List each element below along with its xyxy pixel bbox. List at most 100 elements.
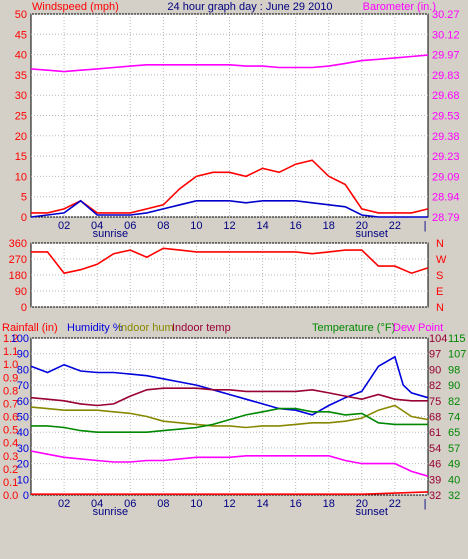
temperature-tick-label: 82 <box>448 396 460 408</box>
indoor-temp-tick-label: 39 <box>429 474 441 486</box>
indoor-temp-tick-label: 68 <box>429 412 441 424</box>
indoor-temp-line <box>30 387 428 407</box>
barometer-tick-label: 29.97 <box>432 50 460 62</box>
temperature-tick-label: 57 <box>448 443 460 455</box>
windspeed-tick-label: 5 <box>21 192 27 204</box>
temperature-tick-label: 74 <box>448 412 460 424</box>
temp-hum-x-tick-label: 22 <box>389 498 401 510</box>
barometer-tick-label: 30.12 <box>432 29 460 41</box>
temp-hum-x-tick-label: 08 <box>157 498 169 510</box>
barometer-axis-label: Barometer (in.) <box>363 1 436 13</box>
indoor-temp-tick-label: 32 <box>429 490 441 502</box>
windspeed-tick-label: 40 <box>15 50 27 62</box>
indoor-temp-tick-label: 104 <box>429 333 447 345</box>
temp-hum-x-tick-label: 16 <box>290 498 302 510</box>
barometer-line <box>30 54 429 73</box>
windspeed-tick-label: 0 <box>21 212 27 224</box>
rainfall-tick-label: 0.9 <box>3 372 18 384</box>
temperature-tick-label: 65 <box>448 427 460 439</box>
indoor-temp-tick-label: 90 <box>429 364 441 376</box>
rainfall-tick-label: 1.1 <box>3 346 18 358</box>
indoor-temp-tick-label: 54 <box>429 443 441 455</box>
humidity-tick-label: 100 <box>11 333 29 345</box>
humidity-tick-label: 0 <box>23 490 29 502</box>
temp-hum-x-tick-label: 14 <box>256 498 268 510</box>
windspeed-tick-label: 45 <box>15 29 27 41</box>
humidity-tick-label: 80 <box>17 364 29 376</box>
rainfall-tick-label: 0.5 <box>3 425 18 437</box>
windspeed-tick-label: 20 <box>15 131 27 143</box>
wind-baro-sunset-label: sunset <box>356 228 388 240</box>
indoor-temp-tick-label: 75 <box>429 396 441 408</box>
temperature-tick-label: 115 <box>448 333 466 345</box>
compass-tick-label: S <box>436 270 443 282</box>
rainfall-axis-label: Rainfall (in) <box>2 322 58 334</box>
indoor-temp-tick-label: 82 <box>429 380 441 392</box>
rainfall-tick-label: 1.2 <box>3 333 18 345</box>
temp-hum-x-tick-label: 18 <box>323 498 335 510</box>
windspeed-tick-label: 10 <box>15 171 27 183</box>
barometer-tick-label: 28.94 <box>432 192 460 204</box>
wind-direction-line <box>31 247 429 275</box>
wind-baro-x-tick-label: 14 <box>256 220 268 232</box>
rainfall-tick-label: 0.0 <box>3 490 18 502</box>
barometer-tick-label: 29.53 <box>432 111 460 123</box>
rainfall-tick-label: 1.0 <box>3 359 18 371</box>
rainfall-tick-label: 0.8 <box>3 385 18 397</box>
rainfall-tick-label: 0.1 <box>3 477 18 489</box>
wind-baro-sunrise-label: sunrise <box>93 228 128 240</box>
windspeed-tick-label: 30 <box>15 90 27 102</box>
wind-direction-tick-label: 270 <box>9 254 27 266</box>
wind-baro-x-tick-label: 04 <box>91 220 103 232</box>
rainfall-line <box>31 491 429 496</box>
indoor-temp-tick-label: 97 <box>429 349 441 361</box>
temp-hum-x-tick-label: 12 <box>223 498 235 510</box>
humidity-tick-label: 10 <box>17 474 29 486</box>
wind-baro-x-tick-label: 16 <box>290 220 302 232</box>
rainfall-tick-label: 0.4 <box>3 438 18 450</box>
barometer-tick-label: 28.79 <box>432 212 460 224</box>
barometer-tick-label: 29.38 <box>432 131 460 143</box>
temp-hum-x-end-tick: | <box>424 498 427 510</box>
chart-title: 24 hour graph day : June 29 2010 <box>167 1 332 13</box>
temperature-axis-label: Temperature (°F) <box>312 322 395 334</box>
indoor-temp-tick-label: 61 <box>429 427 441 439</box>
indoor-temp-axis-label: Indoor temp <box>172 322 231 334</box>
temp-hum-x-tick-label: 06 <box>124 498 136 510</box>
dew-point-axis-label: Dew Point <box>393 322 443 334</box>
temperature-tick-label: 90 <box>448 380 460 392</box>
indoor-hum-line <box>30 404 429 429</box>
indoor-hum-axis-label: Indoor hum <box>118 322 174 334</box>
compass-tick-label: E <box>436 286 443 298</box>
temp-hum-x-tick-label: 10 <box>190 498 202 510</box>
humidity-tick-label: 60 <box>17 396 29 408</box>
temperature-tick-label: 107 <box>448 349 466 361</box>
humidity-tick-label: 50 <box>17 412 29 424</box>
windspeed-tick-label: 35 <box>15 70 27 82</box>
barometer-tick-label: 30.27 <box>432 9 460 21</box>
windspeed-tick-label: 50 <box>15 9 27 21</box>
temperature-line <box>31 407 428 434</box>
compass-tick-label: N <box>436 238 444 250</box>
temp-hum-sunrise-label: sunrise <box>93 506 128 518</box>
wind-baro-x-tick-label: 06 <box>124 220 136 232</box>
wind-baro-x-tick-label: 22 <box>389 220 401 232</box>
wind-baro-x-tick-label: 08 <box>157 220 169 232</box>
windspeed-tick-label: 15 <box>15 151 27 163</box>
rainfall-tick-label: 0.7 <box>3 398 18 410</box>
compass-tick-label: N <box>436 302 444 314</box>
rainfall-tick-label: 0.2 <box>3 464 18 476</box>
humidity-tick-label: 90 <box>17 349 29 361</box>
wind-baro-x-tick-label: 10 <box>190 220 202 232</box>
barometer-tick-label: 29.68 <box>432 90 460 102</box>
rainfall-tick-label: 0.3 <box>3 451 18 463</box>
wind-baro-x-tick-label: 12 <box>223 220 235 232</box>
wind-direction-tick-label: 360 <box>9 238 27 250</box>
wind-direction-tick-label: 90 <box>15 286 27 298</box>
humidity-tick-label: 20 <box>17 459 29 471</box>
dew-point-line <box>30 450 429 477</box>
temp-hum-x-tick-label: 04 <box>91 498 103 510</box>
windgust-line <box>31 159 429 214</box>
